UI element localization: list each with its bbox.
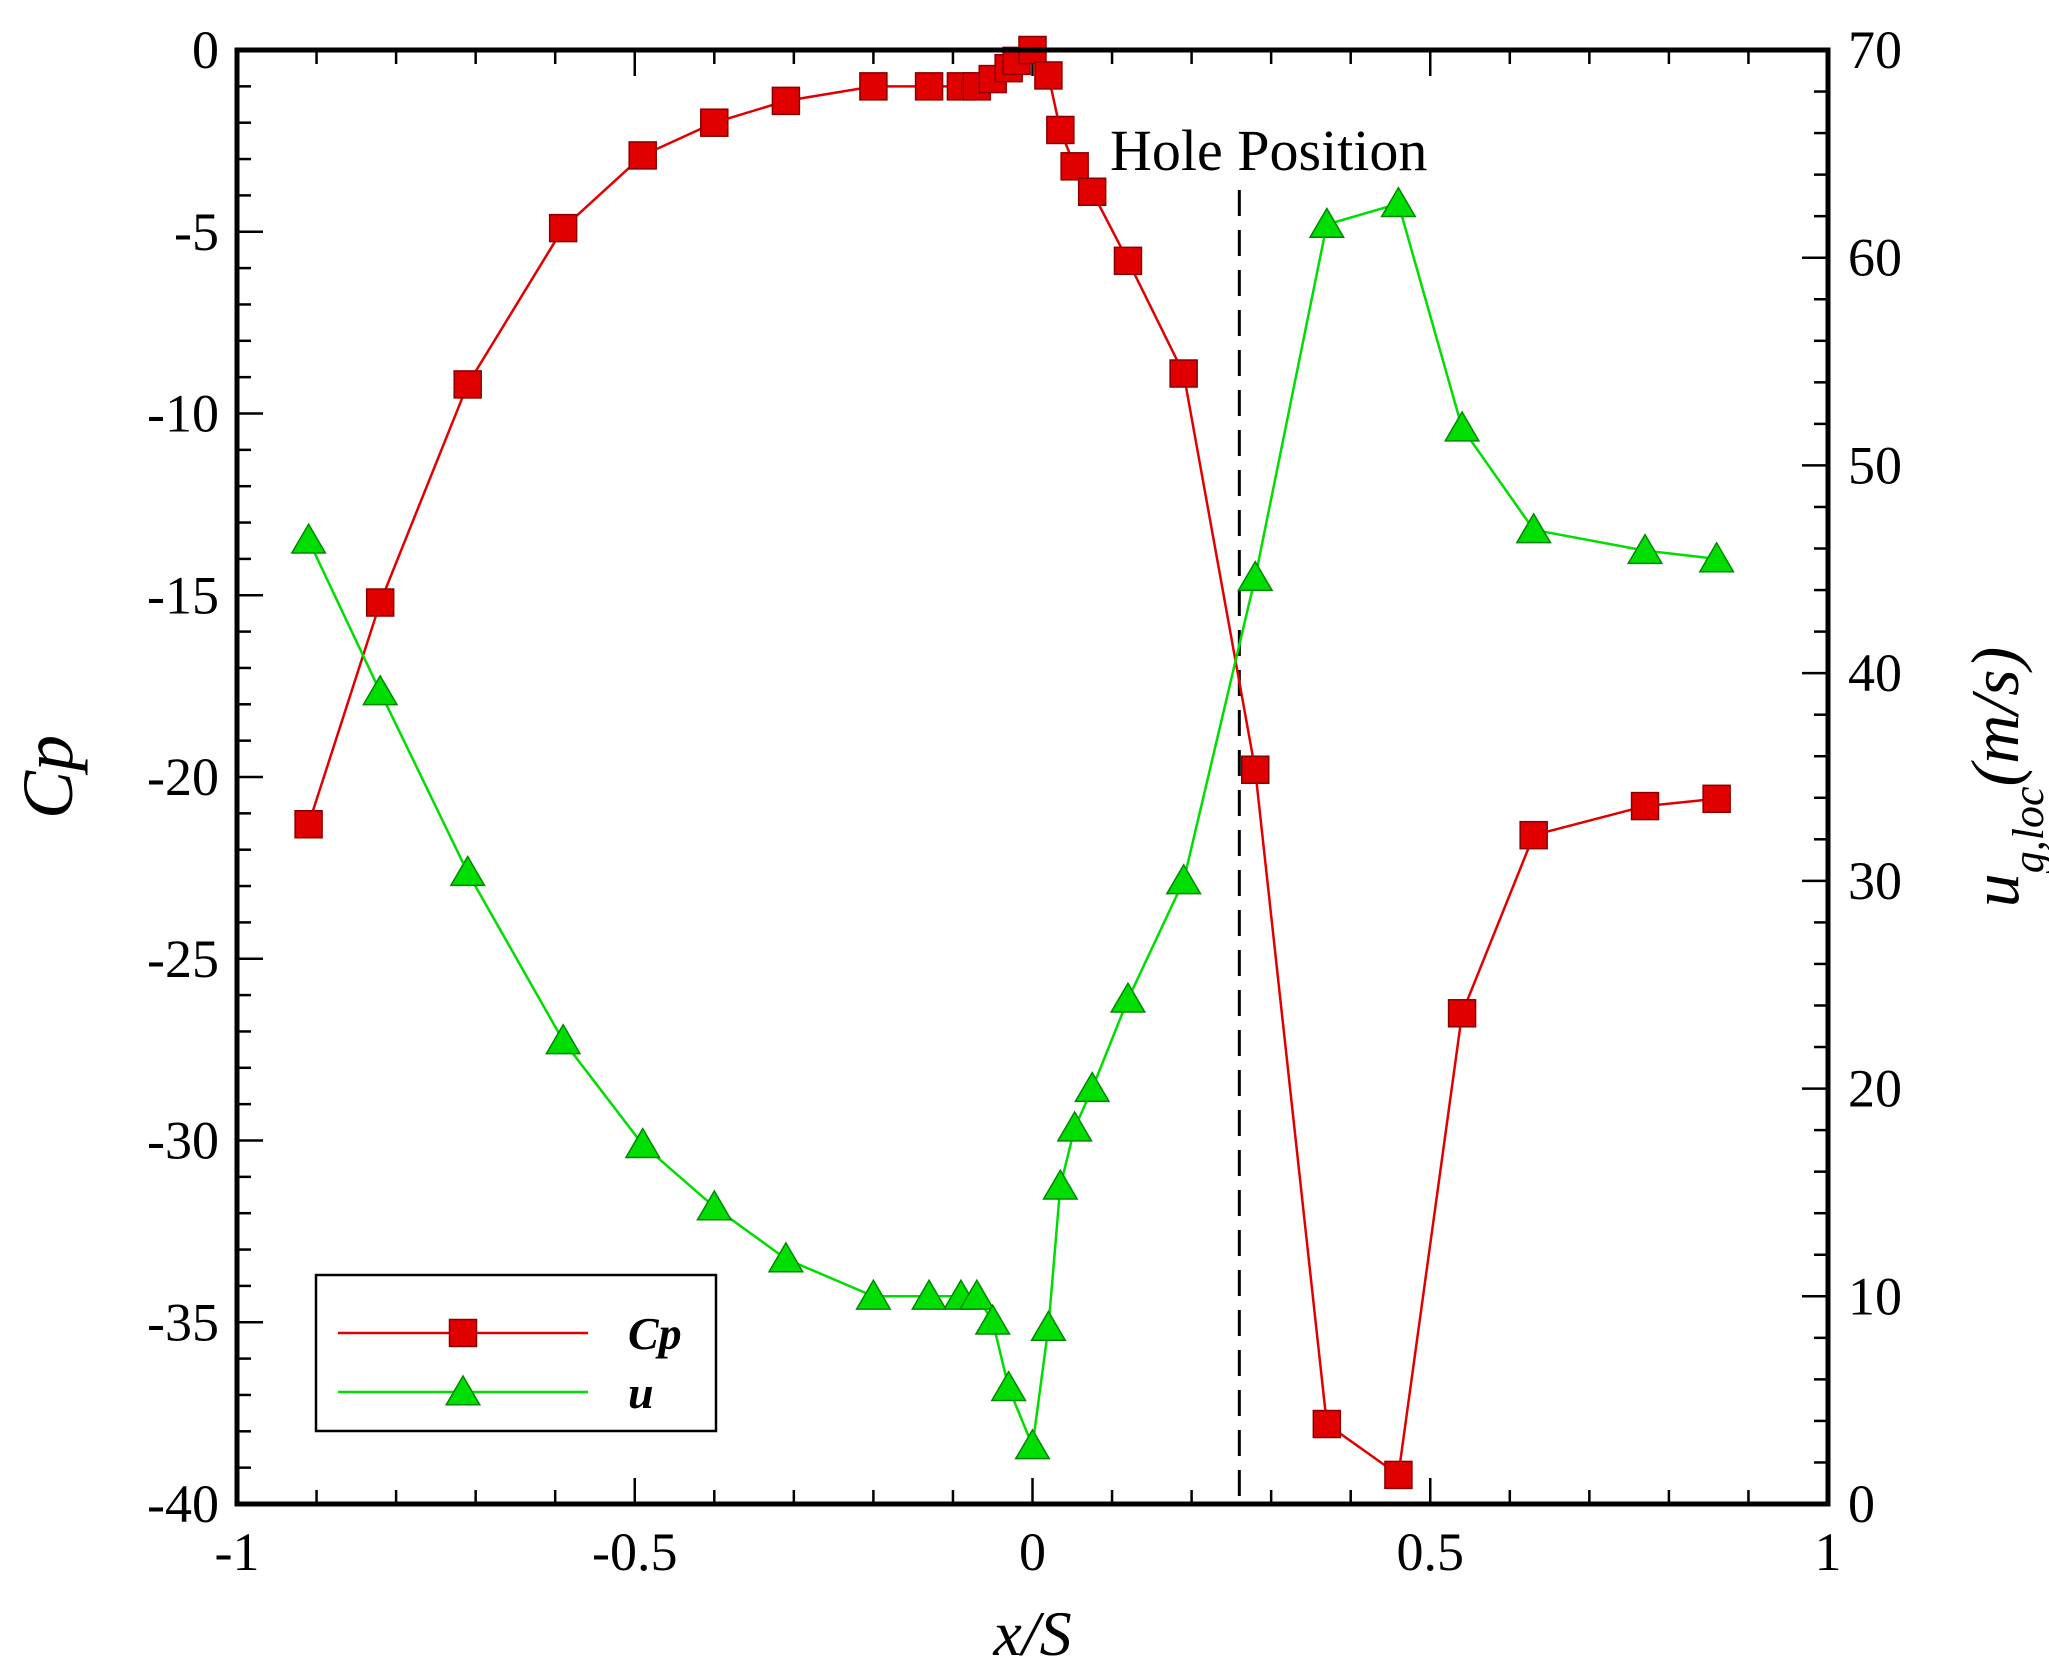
y-right-title-units: (m/s) xyxy=(1957,647,2033,787)
data-point-cp xyxy=(771,86,801,116)
legend-label-cp: Cp xyxy=(628,1308,682,1359)
y-right-tick-label: 0 xyxy=(1848,1474,1875,1534)
data-point-cp xyxy=(294,810,323,839)
data-point-cp xyxy=(1519,820,1548,850)
data-point-u xyxy=(1626,533,1664,565)
y-right-tick-label: 30 xyxy=(1848,851,1902,911)
x-tick-label: 0.5 xyxy=(1397,1522,1465,1582)
data-point-cp xyxy=(453,370,482,399)
data-point-u xyxy=(696,1189,733,1221)
data-point-u xyxy=(1042,1168,1079,1200)
data-point-cp xyxy=(365,588,395,617)
y-right-tick-label: 70 xyxy=(1848,20,1902,80)
data-point-cp xyxy=(1702,784,1731,814)
y-left-tick-label: -10 xyxy=(147,384,219,444)
legend-marker-cp xyxy=(448,1318,478,1348)
data-point-u xyxy=(855,1278,892,1310)
data-point-u xyxy=(767,1241,805,1273)
data-point-u xyxy=(910,1278,948,1310)
data-point-cp xyxy=(1240,755,1270,784)
x-tick-label: 1 xyxy=(1815,1522,1842,1582)
data-point-u xyxy=(1030,1309,1067,1341)
data-point-cp xyxy=(628,141,657,170)
tick-labels: -1 -0.5 0 0.5 10-5-10-15-20-25-30-35-40 01020… xyxy=(147,20,1902,1582)
y-left-tick-label: 0 xyxy=(192,20,219,80)
data-point-cp xyxy=(700,108,729,137)
legend-marker-u xyxy=(444,1374,482,1406)
data-point-u xyxy=(1237,560,1274,592)
x-tick-label: -1 xyxy=(215,1522,260,1582)
data-point-u xyxy=(1308,206,1345,239)
legend: Cp u xyxy=(314,1273,718,1433)
x-tick-label: -0.5 xyxy=(592,1522,677,1582)
data-point-u xyxy=(1056,1110,1093,1142)
data-point-u xyxy=(958,1278,995,1310)
data-point-cp xyxy=(859,72,888,101)
y-left-tick-label: -35 xyxy=(147,1292,219,1352)
data-point-u xyxy=(1109,981,1147,1013)
data-point-cp xyxy=(1384,1460,1413,1490)
y-left-tick-label: -40 xyxy=(147,1474,219,1534)
y-right-tick-label: 10 xyxy=(1848,1266,1902,1326)
data-point-u xyxy=(1074,1071,1111,1103)
data-point-cp xyxy=(1312,1409,1342,1439)
data-point-cp xyxy=(1077,177,1107,207)
data-point-cp xyxy=(548,213,578,243)
data-point-cp xyxy=(914,72,944,101)
y-left-tick-label: -20 xyxy=(147,747,219,807)
data-point-u xyxy=(449,855,486,887)
y-right-tick-label: 20 xyxy=(1848,1059,1902,1119)
data-point-cp xyxy=(1169,359,1198,388)
y-right-title-sub: g,loc xyxy=(2004,786,2049,873)
legend-label-u: u xyxy=(628,1367,654,1418)
y-right-tick-label: 50 xyxy=(1848,435,1902,495)
data-point-cp xyxy=(1060,152,1089,181)
data-point-cp xyxy=(1113,246,1143,276)
data-point-cp xyxy=(1046,115,1075,145)
data-point-cp xyxy=(1630,791,1660,821)
data-point-cp xyxy=(1447,999,1477,1028)
data-point-u xyxy=(1698,541,1735,573)
data-point-cp xyxy=(1034,61,1063,90)
data-point-u xyxy=(1014,1428,1051,1460)
data-point-u xyxy=(1515,512,1552,544)
legend-marker xyxy=(444,1374,482,1406)
y-right-tick-label: 40 xyxy=(1848,643,1902,703)
data-point-u xyxy=(990,1370,1027,1402)
legend-box xyxy=(314,1273,718,1433)
data-point-u xyxy=(624,1127,661,1159)
data-point-u xyxy=(1380,186,1417,218)
y-left-tick-label: -25 xyxy=(147,929,219,989)
data-point-u xyxy=(974,1303,1011,1335)
y-right-tick-label: 60 xyxy=(1848,228,1902,288)
y-left-tick-label: -30 xyxy=(147,1111,219,1171)
y-left-axis-title: Cp xyxy=(8,735,88,819)
data-point-u xyxy=(362,674,399,706)
hole-position-label: Hole Position xyxy=(1110,118,1427,183)
x-tick-label: 0 xyxy=(1019,1522,1046,1582)
y-left-tick-label: -15 xyxy=(147,565,219,625)
x-axis-title: x/S xyxy=(992,1598,1071,1669)
y-right-title-main: u xyxy=(1957,873,2033,907)
data-point-u xyxy=(1165,863,1202,895)
legend-marker xyxy=(448,1318,478,1348)
y-right-axis-title: ug,loc(m/s) xyxy=(1957,647,2049,908)
data-point-u xyxy=(545,1023,582,1055)
plot-frame xyxy=(234,47,1831,1507)
y-left-tick-label: -5 xyxy=(174,202,219,262)
data-point-u xyxy=(290,522,327,554)
data-point-u xyxy=(1443,410,1481,442)
